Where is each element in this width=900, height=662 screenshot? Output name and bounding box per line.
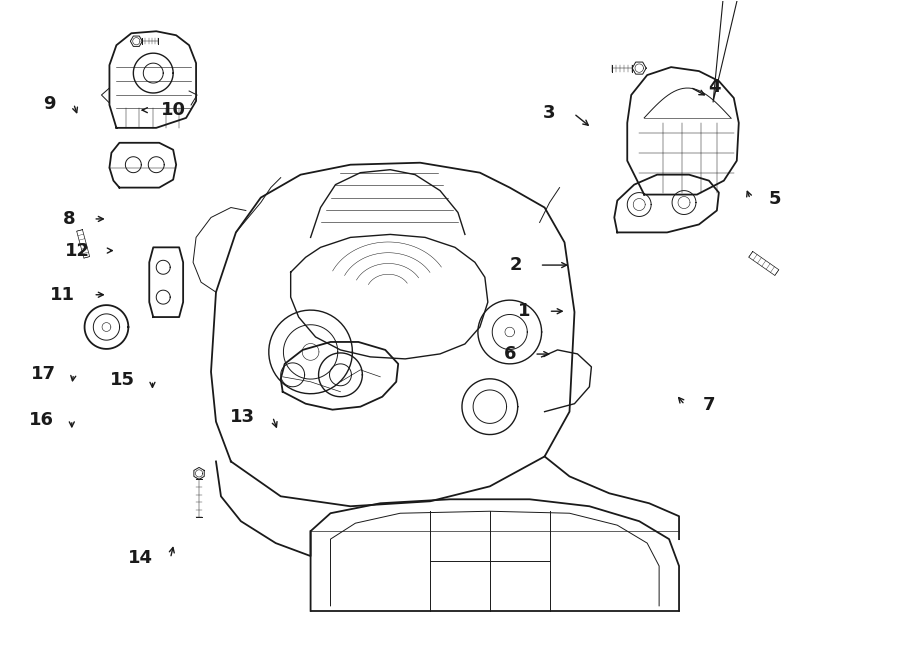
Text: 15: 15 (110, 371, 134, 389)
Text: 5: 5 (769, 190, 780, 208)
Text: 2: 2 (509, 256, 522, 274)
Text: 10: 10 (161, 101, 186, 119)
Text: 8: 8 (63, 210, 76, 228)
Text: 6: 6 (504, 345, 517, 363)
Text: 7: 7 (703, 396, 716, 414)
Text: 4: 4 (708, 78, 721, 96)
Text: 3: 3 (544, 105, 556, 122)
Text: 1: 1 (518, 303, 531, 320)
Text: 11: 11 (50, 286, 76, 304)
Text: 13: 13 (230, 408, 255, 426)
Text: 12: 12 (65, 242, 90, 260)
Text: 9: 9 (43, 95, 56, 113)
Text: 14: 14 (128, 549, 152, 567)
Text: 17: 17 (31, 365, 56, 383)
Text: 16: 16 (29, 411, 54, 429)
